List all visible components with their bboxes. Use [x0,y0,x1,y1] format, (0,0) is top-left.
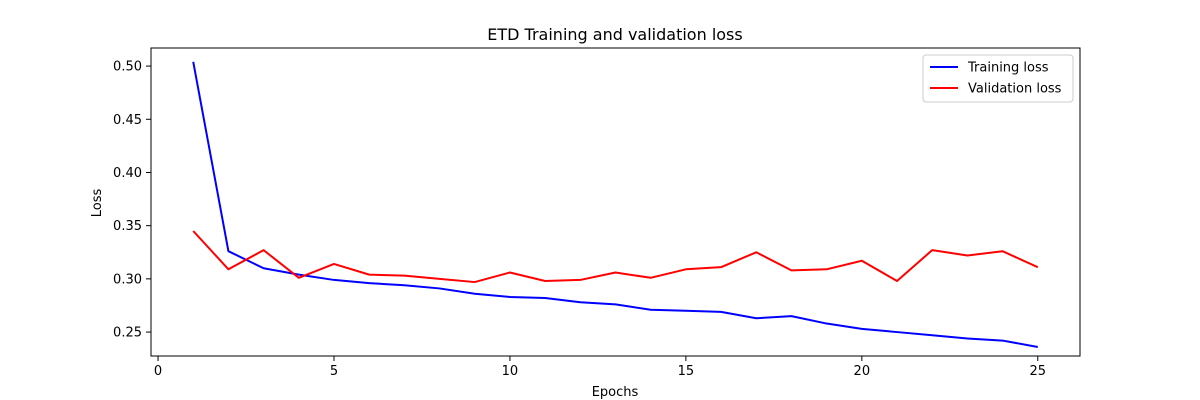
x-tick-label: 0 [154,364,162,379]
legend-label-training-loss: Training loss [967,61,1049,76]
chart-title: ETD Training and validation loss [487,25,742,44]
validation-loss-line [192,230,1039,284]
legend-label-validation-loss: Validation loss [968,82,1062,97]
y-tick-label: 0.35 [113,219,142,234]
x-tick-label: 5 [330,364,338,379]
y-axis: 0.25 0.30 0.35 0.40 0.45 0.50 [113,60,151,341]
x-tick-label: 20 [854,364,871,379]
legend: Training loss Validation loss [922,54,1074,103]
training-loss-line [192,61,1038,348]
y-tick-label: 0.30 [113,272,142,287]
y-tick-label: 0.50 [113,60,142,75]
x-tick-label: 10 [502,364,519,379]
plot-area [150,47,1081,357]
x-tick-label: 15 [678,364,695,379]
x-axis-title: Epochs [592,385,639,400]
y-tick-label: 0.40 [113,166,142,181]
y-tick-label: 0.45 [113,113,142,128]
x-axis: 0 5 10 15 20 25 [154,356,1046,379]
y-axis-title: Loss [90,189,105,218]
legend-box [922,54,1074,103]
x-tick-label: 25 [1029,364,1046,379]
plot-frame [150,47,1081,357]
y-tick-label: 0.25 [113,326,142,341]
series-layer [192,61,1039,348]
